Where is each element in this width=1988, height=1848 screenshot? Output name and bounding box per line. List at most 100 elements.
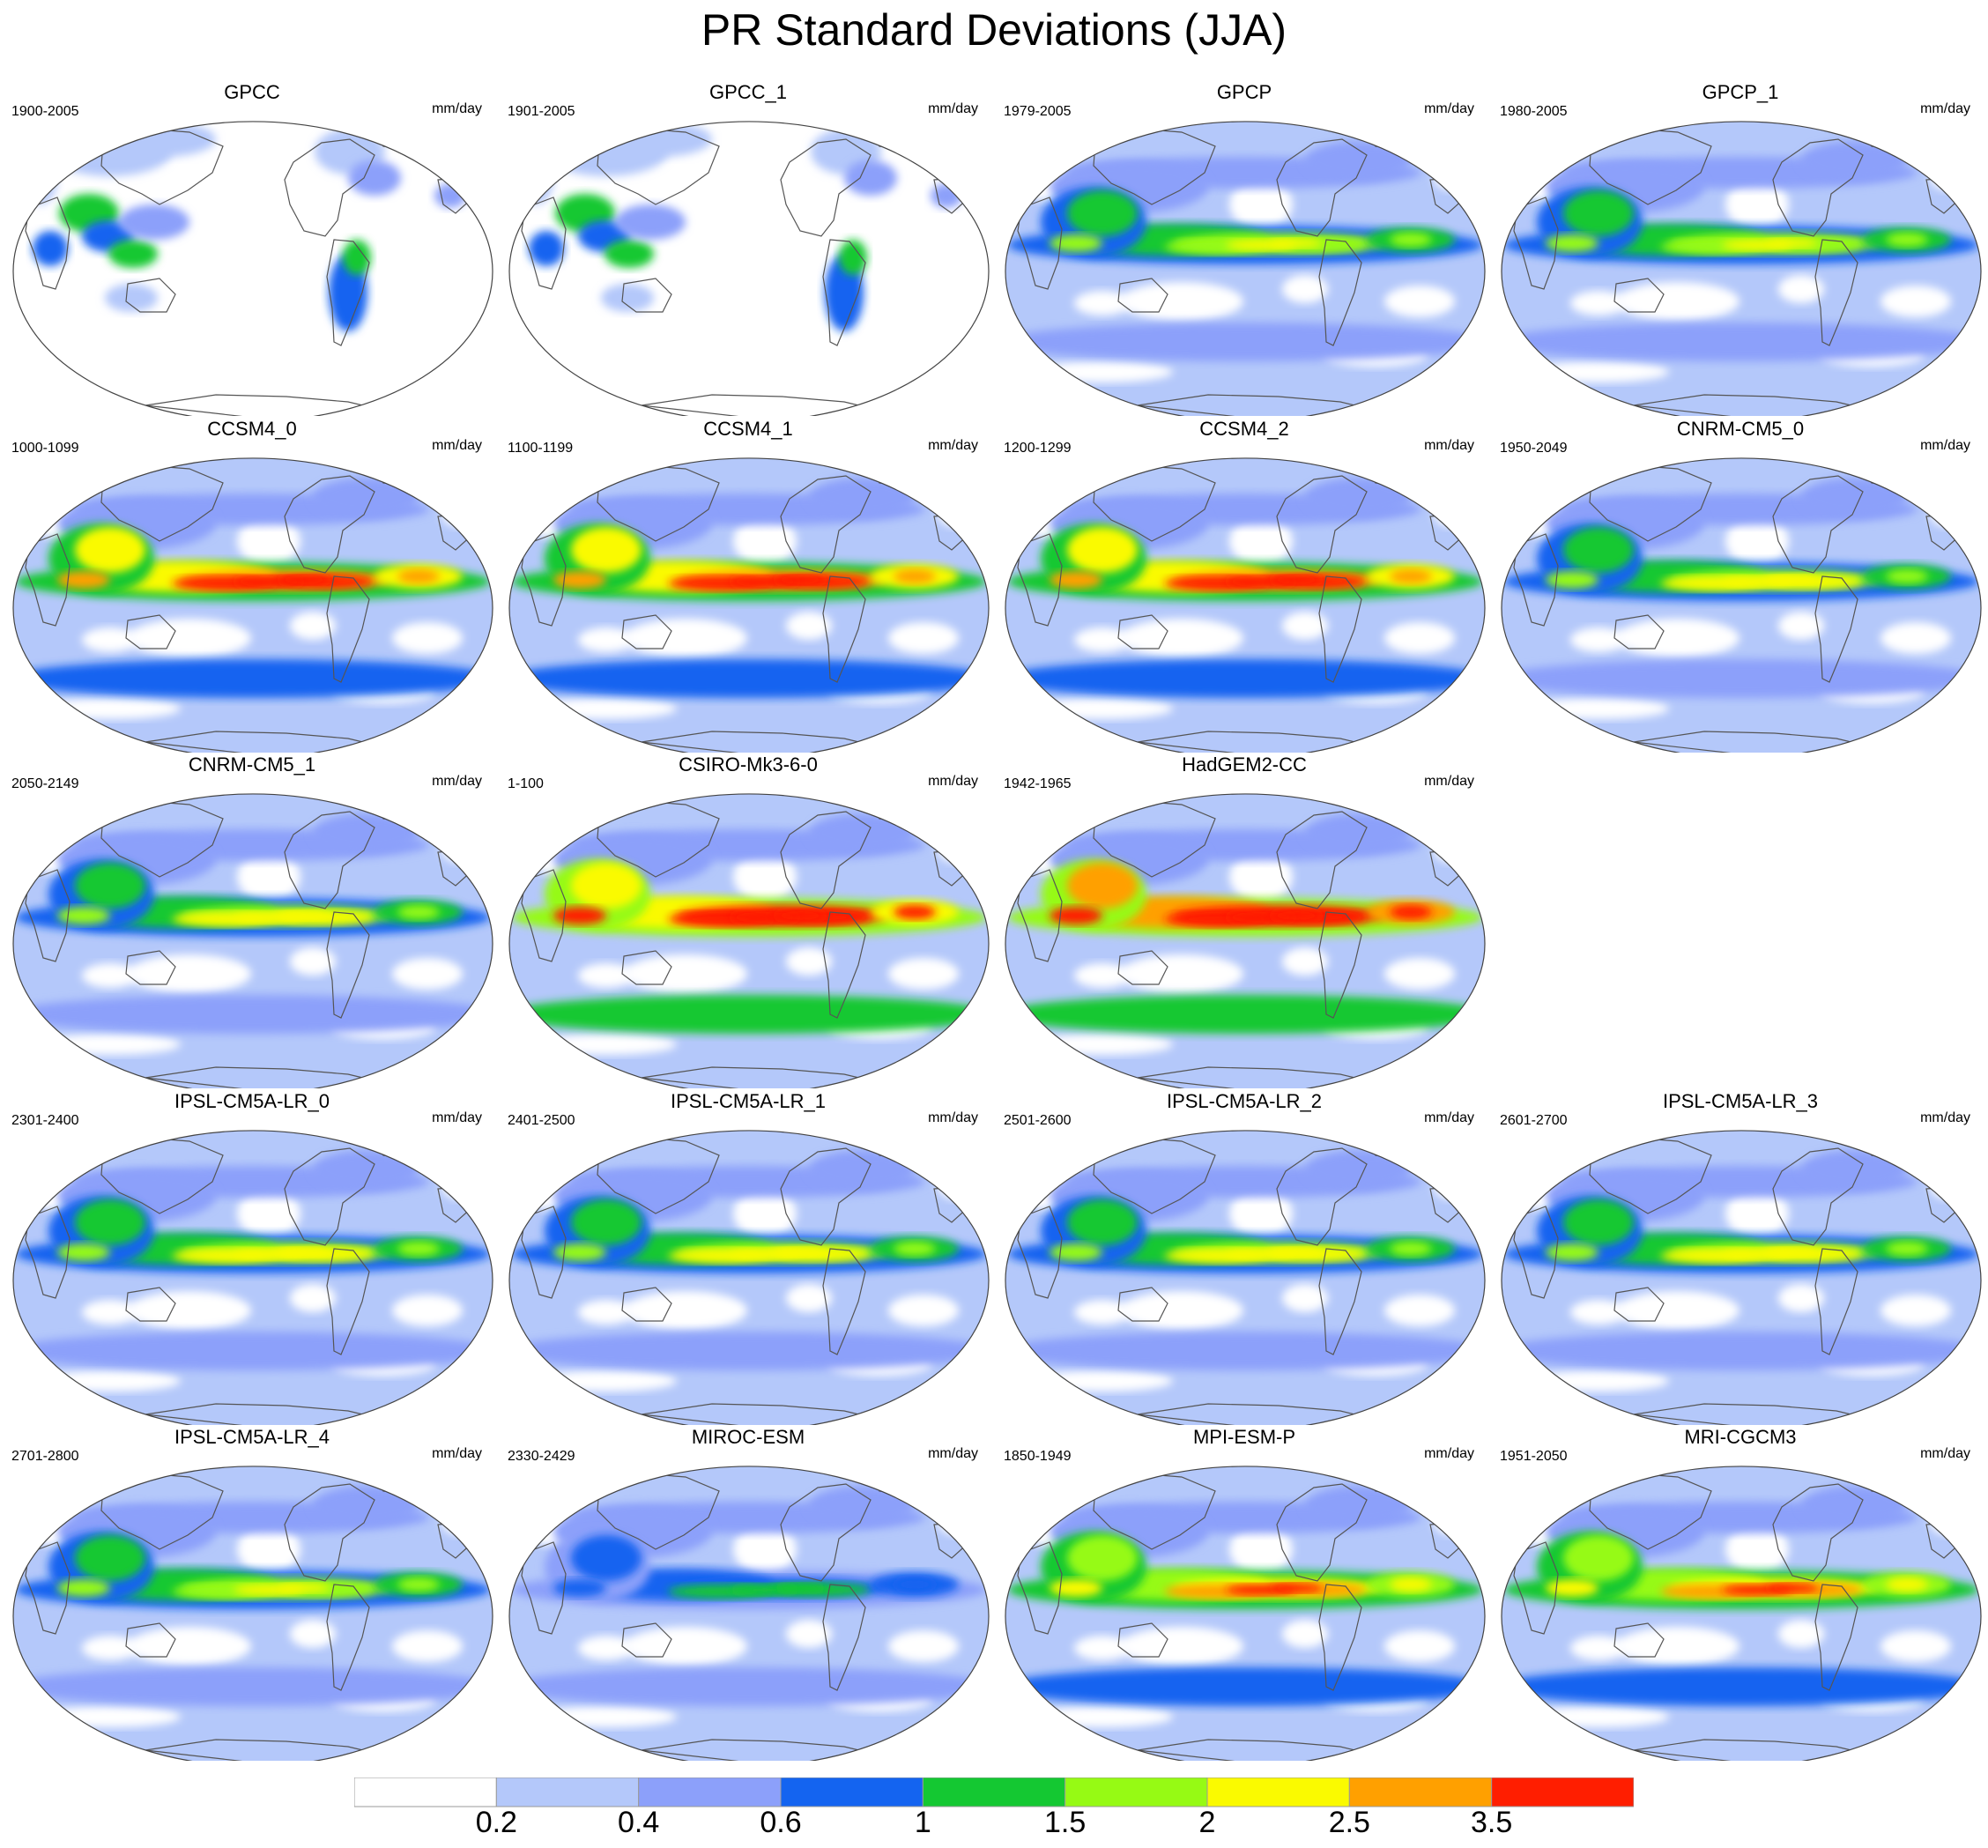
map-field-fill xyxy=(1501,1466,1981,1761)
map-field-fill xyxy=(508,1466,989,1761)
map-panel: CNRM-CM5_1 2050-2149 mm/day xyxy=(4,753,500,1088)
map-panel: IPSL-CM5A-LR_3 2601-2700 mm/day xyxy=(1493,1090,1988,1425)
panel-period: 1850-1949 xyxy=(1004,1449,1072,1464)
panel-units: mm/day xyxy=(1424,438,1474,453)
panel-period: 1951-2050 xyxy=(1500,1449,1568,1464)
panel-period: 1-100 xyxy=(508,776,544,791)
coastlines xyxy=(1017,121,1466,416)
map-field-fill xyxy=(12,1466,493,1761)
panel-title: MRI-CGCM3 xyxy=(1684,1426,1797,1448)
panel-title: CCSM4_2 xyxy=(1199,418,1289,440)
panel-units: mm/day xyxy=(1920,101,1970,116)
map-panel: IPSL-CM5A-LR_0 2301-2400 mm/day xyxy=(4,1090,500,1425)
colorbar-label: 0.2 xyxy=(475,1806,517,1839)
panel-title: CSIRO-Mk3-6-0 xyxy=(679,753,818,776)
panel-units: mm/day xyxy=(1424,774,1474,789)
map-panel: CCSM4_0 1000-1099 mm/day xyxy=(4,418,500,753)
map-field-fill xyxy=(508,1130,989,1425)
map-field-fill xyxy=(1005,793,1485,1088)
panel-period: 1942-1965 xyxy=(1004,776,1072,791)
map-panel: CSIRO-Mk3-6-0 1-100 mm/day xyxy=(501,753,996,1088)
panel-title: IPSL-CM5A-LR_1 xyxy=(670,1090,827,1112)
map-field-fill xyxy=(1501,457,1981,753)
colorbar-swatch xyxy=(638,1777,782,1807)
panel-title: IPSL-CM5A-LR_2 xyxy=(1166,1090,1323,1112)
panel-period: 1900-2005 xyxy=(11,104,79,119)
map-panel: GPCC_1 1901-2005 mm/day xyxy=(501,81,996,416)
panel-period: 2301-2400 xyxy=(11,1113,79,1128)
panel-period: 1950-2049 xyxy=(1500,441,1568,456)
map-panel: CCSM4_2 1200-1299 mm/day xyxy=(997,418,1492,753)
map-field-fill xyxy=(12,121,493,416)
panel-title: CNRM-CM5_1 xyxy=(188,753,316,776)
map-panel: GPCC 1900-2005 mm/day xyxy=(4,81,500,416)
map-field-fill xyxy=(508,121,989,416)
map-field xyxy=(12,1130,493,1425)
panel-units: mm/day xyxy=(432,101,482,116)
map-field xyxy=(508,457,990,753)
map-field xyxy=(508,121,990,416)
map-field-fill xyxy=(508,457,989,753)
panel-title: GPCP_1 xyxy=(1702,81,1779,103)
panel-title: IPSL-CM5A-LR_3 xyxy=(1662,1090,1819,1112)
panel-title: IPSL-CM5A-LR_4 xyxy=(174,1426,330,1448)
map-field-fill xyxy=(1005,457,1485,753)
panel-units: mm/day xyxy=(1920,438,1970,453)
colorbar-swatch xyxy=(1348,1777,1493,1807)
map-field xyxy=(12,121,493,416)
panel-title: IPSL-CM5A-LR_0 xyxy=(174,1090,330,1112)
map-panel: GPCP 1979-2005 mm/day xyxy=(997,81,1492,416)
panel-period: 2401-2500 xyxy=(508,1113,575,1128)
map-panel: IPSL-CM5A-LR_2 2501-2600 mm/day xyxy=(997,1090,1492,1425)
colorbar-label: 3.5 xyxy=(1471,1806,1513,1839)
map-field-fill xyxy=(1501,1130,1981,1425)
panel-units: mm/day xyxy=(432,1110,482,1125)
map-panel: MRI-CGCM3 1951-2050 mm/day xyxy=(1493,1426,1988,1761)
map-panel: MIROC-ESM 2330-2429 mm/day xyxy=(501,1426,996,1761)
map-panel: IPSL-CM5A-LR_1 2401-2500 mm/day xyxy=(501,1090,996,1425)
panel-units: mm/day xyxy=(432,774,482,789)
map-field xyxy=(1501,1130,1982,1425)
map-field xyxy=(1005,1130,1486,1425)
panel-period: 1979-2005 xyxy=(1004,104,1072,119)
map-panel: CNRM-CM5_0 1950-2049 mm/day xyxy=(1493,418,1988,753)
panel-units: mm/day xyxy=(1920,1110,1970,1125)
panel-units: mm/day xyxy=(432,1446,482,1461)
coastlines xyxy=(1513,1130,1962,1425)
panel-period: 2701-2800 xyxy=(11,1449,79,1464)
map-field xyxy=(12,1466,493,1761)
map-panel: HadGEM2-CC 1942-1965 mm/day xyxy=(997,753,1492,1088)
coastlines xyxy=(25,1130,474,1425)
panel-title: GPCC xyxy=(224,81,280,103)
coastlines xyxy=(25,1466,474,1761)
colorbar-swatch xyxy=(922,1777,1066,1807)
panel-period: 2601-2700 xyxy=(1500,1113,1568,1128)
map-field xyxy=(12,793,493,1088)
colorbar-swatch xyxy=(1491,1777,1634,1807)
coastlines xyxy=(1017,1130,1466,1425)
map-field xyxy=(1005,793,1486,1088)
colorbar-label: 1 xyxy=(914,1806,931,1839)
coastlines xyxy=(1017,457,1466,753)
map-field xyxy=(1005,1466,1486,1761)
panel-units: mm/day xyxy=(928,774,978,789)
panel-title: MPI-ESM-P xyxy=(1192,1426,1296,1448)
colorbar-swatch xyxy=(1064,1777,1208,1807)
colorbar-swatch xyxy=(354,1777,497,1807)
panel-units: mm/day xyxy=(1424,1446,1474,1461)
map-field xyxy=(1005,457,1486,753)
panel-units: mm/day xyxy=(928,438,978,453)
colorbar-label: 2 xyxy=(1198,1806,1216,1839)
map-panel: GPCP_1 1980-2005 mm/day xyxy=(1493,81,1988,416)
panel-title: GPCC_1 xyxy=(708,81,788,103)
map-field-fill xyxy=(1005,1130,1485,1425)
map-field xyxy=(1501,121,1982,416)
panel-units: mm/day xyxy=(928,1446,978,1461)
colorbar-label: 2.5 xyxy=(1328,1806,1370,1839)
panel-units: mm/day xyxy=(1424,1110,1474,1125)
panel-period: 1901-2005 xyxy=(508,104,575,119)
panel-period: 2501-2600 xyxy=(1004,1113,1072,1128)
map-field-fill xyxy=(1005,121,1485,416)
map-panel: IPSL-CM5A-LR_4 2701-2800 mm/day xyxy=(4,1426,500,1761)
panel-title: MIROC-ESM xyxy=(691,1426,805,1448)
